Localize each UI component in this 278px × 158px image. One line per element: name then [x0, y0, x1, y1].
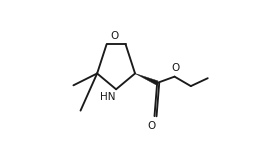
Text: O: O	[147, 121, 155, 131]
Text: HN: HN	[100, 92, 116, 102]
Text: O: O	[110, 30, 119, 41]
Polygon shape	[135, 73, 158, 85]
Text: O: O	[171, 63, 180, 73]
